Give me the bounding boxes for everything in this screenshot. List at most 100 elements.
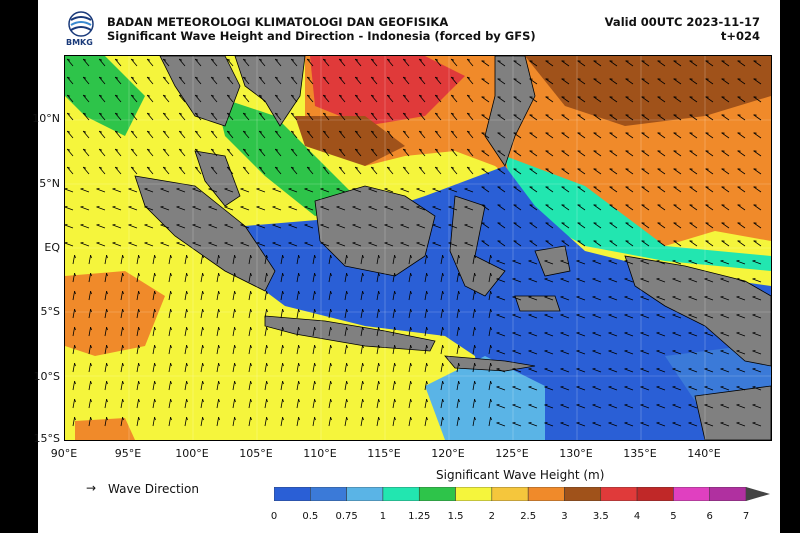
wave-arrow xyxy=(705,186,714,193)
wave-arrow xyxy=(208,206,218,211)
wave-arrow xyxy=(705,114,714,121)
wave-arrow xyxy=(577,204,586,211)
wave-arrow xyxy=(672,368,682,373)
wave-arrow xyxy=(130,112,138,121)
wave-arrow xyxy=(376,309,379,319)
wave-arrow-head xyxy=(403,148,407,151)
wave-arrow xyxy=(736,296,746,301)
wave-arrow xyxy=(488,273,491,283)
wave-arrow xyxy=(544,422,554,427)
wave-arrow-head xyxy=(259,76,263,79)
wave-arrow xyxy=(400,224,410,229)
wave-map-svg xyxy=(65,56,771,440)
wave-arrow-head xyxy=(298,416,300,421)
wave-arrow xyxy=(242,112,250,121)
wave-arrow xyxy=(577,222,586,229)
wave-arrow xyxy=(98,166,106,175)
wave-arrow xyxy=(306,58,314,67)
wave-arrow xyxy=(72,327,75,337)
wave-arrow xyxy=(592,296,602,301)
wave-arrow xyxy=(472,255,475,265)
wave-arrow-head xyxy=(346,308,348,313)
wave-arrow-head xyxy=(298,380,300,385)
wave-arrow-head xyxy=(378,254,380,259)
wave-arrow xyxy=(386,166,394,175)
wave-arrow-head xyxy=(99,58,103,61)
wave-arrow xyxy=(513,222,522,229)
wave-arrow xyxy=(312,309,315,319)
wave-arrow xyxy=(640,332,650,337)
wave-arrow-head xyxy=(106,344,108,349)
wave-arrow-head xyxy=(282,416,284,421)
wave-arrow-head xyxy=(170,308,172,313)
wave-arrow xyxy=(705,240,714,247)
wave-arrow xyxy=(226,94,234,103)
wave-arrow-head xyxy=(362,308,364,313)
wave-arrow xyxy=(720,386,730,391)
wave-arrow xyxy=(705,132,714,139)
wave-arrow-head xyxy=(291,166,295,169)
wave-arrow-head xyxy=(339,94,343,97)
map-title: Significant Wave Height and Direction - … xyxy=(107,29,536,43)
wave-arrow-head xyxy=(282,290,284,295)
wave-arrow xyxy=(208,224,218,229)
sea-brown-ne xyxy=(525,56,771,126)
wave-arrow xyxy=(274,94,282,103)
wave-arrow xyxy=(657,204,666,211)
wave-arrow-head xyxy=(259,112,263,115)
colorbar-tick-label: 1.25 xyxy=(408,511,431,522)
wave-arrow xyxy=(178,94,186,103)
wave-arrow xyxy=(672,422,682,427)
wave-arrow xyxy=(136,345,139,355)
wave-arrow-head xyxy=(330,326,332,331)
lon-label-120e: 120°E xyxy=(431,447,465,460)
wave-arrow xyxy=(72,363,75,373)
wave-arrow-head xyxy=(467,112,471,115)
wave-arrow xyxy=(104,363,107,373)
wave-arrow-head xyxy=(186,362,188,367)
wave-arrow-head xyxy=(259,148,263,151)
wave-arrow xyxy=(130,148,138,157)
wave-arrow-head xyxy=(106,290,108,295)
wave-arrow xyxy=(120,417,123,427)
wave-arrow xyxy=(376,381,379,391)
wave-arrow xyxy=(104,291,107,301)
wave-arrow xyxy=(226,130,234,139)
wave-arrow-head xyxy=(74,254,76,259)
wave-arrow xyxy=(82,130,90,139)
wave-arrow-head xyxy=(442,326,444,331)
wave-arrow xyxy=(386,130,394,139)
wave-arrow xyxy=(513,114,522,121)
wave-arrow-head xyxy=(323,166,327,169)
wave-arrow xyxy=(705,168,714,175)
wave-arrow-head xyxy=(250,416,252,421)
wave-arrow-head xyxy=(202,290,204,295)
wave-arrow xyxy=(752,404,762,409)
wave-arrow xyxy=(338,148,346,157)
wave-arrow xyxy=(464,224,474,229)
wave-arrow-head xyxy=(362,398,364,403)
wave-arrow-head xyxy=(131,58,135,61)
wave-arrow xyxy=(456,381,459,391)
wave-arrow xyxy=(176,224,186,229)
wave-arrow-head xyxy=(147,76,151,79)
wave-arrow-head xyxy=(435,130,439,133)
wave-arrow-head xyxy=(115,130,119,133)
wave-arrow xyxy=(120,255,123,265)
wave-arrow xyxy=(258,58,266,67)
colorbar-segment xyxy=(527,487,565,501)
wave-arrow xyxy=(136,363,139,373)
wave-arrow-head xyxy=(154,380,156,385)
wave-arrow-head xyxy=(426,326,428,331)
wave-arrow-head xyxy=(426,272,428,277)
wave-arrow xyxy=(609,96,618,103)
wave-arrow xyxy=(400,188,410,193)
wave-arrow xyxy=(673,168,682,175)
wave-arrow xyxy=(354,94,362,103)
wave-arrow xyxy=(624,404,634,409)
wave-arrow xyxy=(360,417,363,427)
wave-arrow xyxy=(104,327,107,337)
wave-arrow-head xyxy=(211,130,215,133)
colorbar-title: Significant Wave Height (m) xyxy=(436,468,605,482)
wave-arrow-head xyxy=(227,166,231,169)
